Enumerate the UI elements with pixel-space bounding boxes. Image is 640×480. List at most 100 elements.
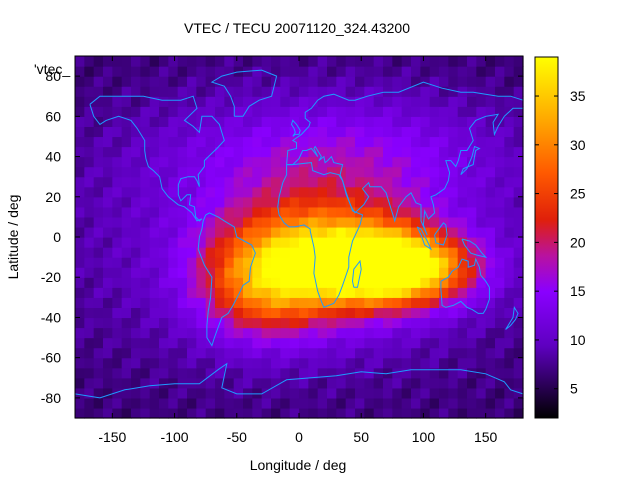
heatmap-cell	[485, 377, 496, 389]
heatmap-cell	[420, 76, 431, 87]
heatmap-cell	[439, 247, 449, 258]
heatmap-cell	[429, 307, 440, 319]
heatmap-cell	[261, 277, 272, 288]
heatmap-cell	[121, 277, 132, 288]
heatmap-cell	[224, 327, 235, 339]
heatmap-cell	[299, 387, 309, 399]
heatmap-cell	[271, 106, 281, 117]
heatmap-cell	[448, 96, 459, 107]
heatmap-cell	[448, 116, 459, 127]
heatmap-cell	[261, 56, 272, 67]
heatmap-cell	[467, 76, 477, 87]
heatmap-cell	[327, 206, 337, 218]
heatmap-cell	[261, 337, 272, 349]
heatmap-cell	[411, 377, 421, 389]
heatmap-cell	[261, 66, 272, 77]
heatmap-cell	[457, 287, 468, 298]
heatmap-cell	[215, 407, 225, 419]
heatmap-cell	[140, 327, 151, 339]
heatmap-cell	[261, 257, 272, 268]
heatmap-cell	[317, 136, 328, 148]
heatmap-cell	[513, 226, 524, 238]
heatmap-cell	[327, 247, 337, 258]
heatmap-cell	[289, 267, 300, 278]
heatmap-cell	[289, 66, 300, 77]
heatmap-cell	[485, 146, 496, 158]
heatmap-cell	[131, 257, 141, 268]
heatmap-cell	[149, 307, 160, 319]
heatmap-cell	[383, 156, 393, 168]
heatmap-cell	[196, 327, 207, 339]
heatmap-cell	[75, 156, 85, 168]
heatmap-cell	[168, 116, 179, 127]
heatmap-cell	[224, 106, 235, 117]
heatmap-cell	[448, 186, 459, 198]
heatmap-cell	[187, 317, 197, 329]
heatmap-cell	[317, 337, 328, 349]
heatmap-cell	[485, 397, 496, 409]
heatmap-cell	[224, 76, 235, 87]
heatmap-cell	[411, 226, 421, 238]
heatmap-cell	[224, 247, 235, 258]
heatmap-cell	[159, 156, 169, 168]
heatmap-cell	[243, 56, 253, 67]
heatmap-cell	[411, 277, 421, 288]
heatmap-cell	[224, 287, 235, 298]
heatmap-cell	[401, 76, 412, 87]
heatmap-cell	[383, 126, 393, 138]
heatmap-cell	[149, 186, 160, 198]
heatmap-cell	[355, 407, 365, 419]
heatmap-cell	[299, 247, 309, 258]
heatmap-cell	[411, 237, 421, 248]
heatmap-cell	[159, 407, 169, 419]
heatmap-cell	[261, 287, 272, 298]
heatmap-cell	[513, 247, 524, 258]
heatmap-cell	[355, 156, 365, 168]
heatmap-cell	[485, 277, 496, 288]
heatmap-cell	[476, 176, 487, 188]
heatmap-cell	[429, 116, 440, 127]
heatmap-cell	[233, 257, 244, 268]
heatmap-cell	[140, 397, 151, 409]
heatmap-cell	[383, 267, 393, 278]
heatmap-cell	[271, 297, 281, 308]
heatmap-cell	[476, 387, 487, 399]
heatmap-cell	[420, 66, 431, 77]
heatmap-cell	[84, 407, 95, 419]
heatmap-cell	[187, 186, 197, 198]
heatmap-cell	[75, 327, 85, 339]
heatmap-cell	[448, 206, 459, 218]
heatmap-cell	[504, 196, 515, 208]
heatmap-cell	[476, 76, 487, 87]
heatmap-cell	[485, 327, 496, 339]
heatmap-cell	[401, 367, 412, 379]
heatmap-cell	[289, 397, 300, 409]
heatmap-cell	[215, 257, 225, 268]
heatmap-cell	[429, 96, 440, 107]
heatmap-cell	[336, 66, 347, 77]
heatmap-cell	[84, 136, 95, 148]
heatmap-cell	[103, 96, 113, 107]
heatmap-cell	[420, 247, 431, 258]
heatmap-cell	[103, 387, 113, 399]
heatmap-cell	[327, 86, 337, 97]
heatmap-cell	[159, 216, 169, 228]
heatmap-cell	[485, 257, 496, 268]
heatmap-cell	[233, 397, 244, 409]
heatmap-cell	[420, 126, 431, 138]
heatmap-cell	[205, 146, 216, 158]
heatmap-cell	[401, 56, 412, 67]
heatmap-cell	[75, 76, 85, 87]
heatmap-cell	[196, 136, 207, 148]
heatmap-cell	[233, 297, 244, 308]
heatmap-cell	[233, 186, 244, 198]
heatmap-cell	[93, 166, 104, 178]
heatmap-cell	[271, 116, 281, 127]
heatmap-cell	[485, 387, 496, 399]
heatmap-cell	[373, 106, 384, 117]
heatmap-cell	[280, 347, 291, 359]
heatmap-cell	[252, 257, 263, 268]
heatmap-cell	[401, 116, 412, 127]
heatmap-cell	[345, 307, 356, 319]
heatmap-cell	[373, 347, 384, 359]
